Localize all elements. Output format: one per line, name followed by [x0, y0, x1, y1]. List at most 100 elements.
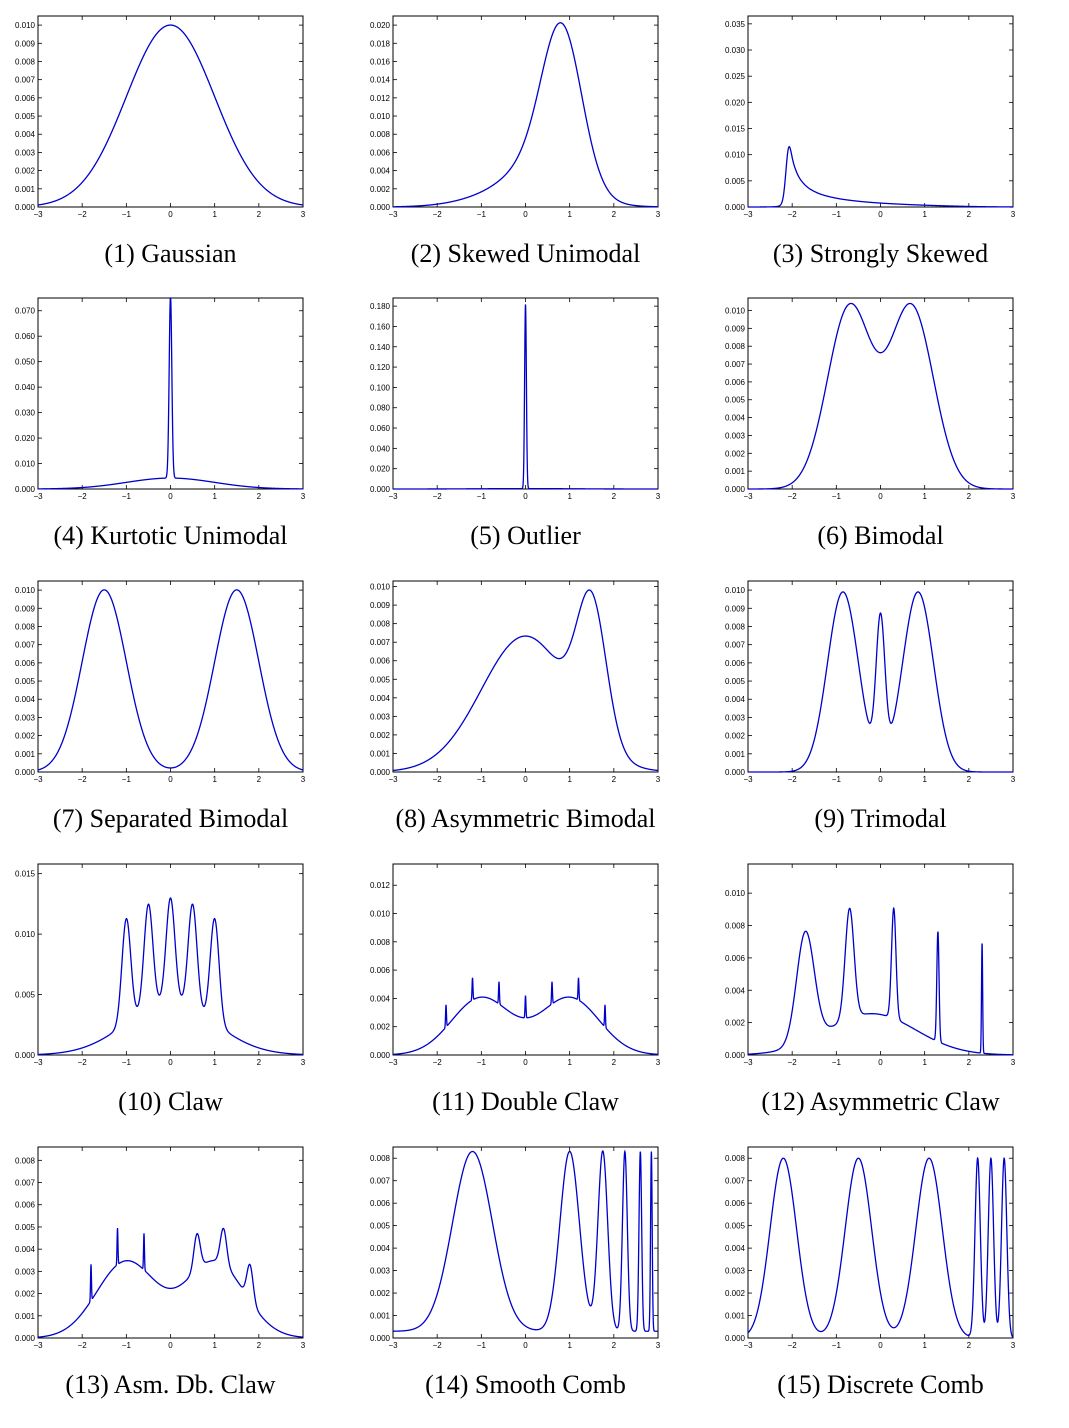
x-tick-label: 2 — [257, 1341, 262, 1350]
y-tick-label: 0.180 — [370, 302, 391, 311]
y-tick-label: 0.008 — [15, 57, 36, 66]
plot-svg: 0.000 0.001 0.002 0.003 0.004 0.005 0.006 0.007… — [725, 580, 1016, 784]
y-tick-label: 0.005 — [15, 991, 36, 1000]
y-tick-label: 0.006 — [15, 1201, 36, 1210]
x-tick-label: 2 — [967, 210, 972, 219]
y-tick-label: 0.014 — [370, 76, 391, 85]
plot-svg: 0.000 0.001 0.002 0.003 0.004 0.005 0.006 0.007… — [370, 1146, 661, 1350]
y-tick-label: 0.006 — [370, 1199, 391, 1208]
y-tick-label: 0.000 — [370, 485, 391, 494]
y-tick-label: 0.001 — [725, 467, 746, 476]
y-tick-label: 0.020 — [370, 465, 391, 474]
y-tick-label: 0.003 — [725, 1267, 746, 1276]
y-tick-label: 0.012 — [370, 94, 391, 103]
x-tick-label: 0 — [523, 210, 528, 219]
axes-box — [747, 297, 1014, 490]
x-tick-label: 0 — [168, 1341, 173, 1350]
y-tick-label: 0.006 — [15, 659, 36, 668]
y-tick-label: 0.005 — [370, 675, 391, 684]
plot-svg: 0.000 0.001 0.002 0.003 0.004 0.005 0.006 0.007… — [15, 15, 306, 219]
density-line — [748, 145, 1013, 208]
x-tick-label: 3 — [301, 775, 306, 784]
axes-box — [392, 580, 659, 773]
x-tick-label: 3 — [301, 1341, 306, 1350]
x-tick-label: −1 — [122, 210, 132, 219]
chart-panel-5: 0.000 0.020 0.040 0.060 0.080 0.100 0.120 0.140… — [355, 288, 670, 579]
panel-caption: (4) Kurtotic Unimodal — [53, 521, 288, 550]
axes-box — [747, 15, 1014, 208]
y-tick-label: 0.006 — [370, 657, 391, 666]
y-tick-label: 0.008 — [370, 130, 391, 139]
y-tick-label: 0.008 — [725, 1154, 746, 1163]
x-tick-label: 2 — [967, 775, 972, 784]
x-tick-label: −3 — [33, 210, 43, 219]
x-tick-label: −3 — [743, 492, 753, 501]
x-tick-label: 3 — [656, 1341, 661, 1350]
y-tick-label: 0.007 — [15, 76, 36, 85]
panel-caption: (10) Claw — [118, 1087, 223, 1116]
density-line — [392, 589, 659, 772]
x-tick-label: 0 — [168, 492, 173, 501]
axes-box — [37, 15, 304, 208]
density-line — [37, 24, 304, 206]
y-tick-label: 0.005 — [725, 177, 746, 186]
x-tick-label: 0 — [878, 1341, 883, 1350]
x-tick-label: 2 — [257, 1058, 262, 1067]
y-tick-label: 0.002 — [370, 1289, 391, 1298]
x-tick-label: 3 — [1011, 210, 1016, 219]
y-tick-label: 0.060 — [15, 332, 36, 341]
x-tick-label: −3 — [388, 492, 398, 501]
chart-panel-8: 0.000 0.001 0.002 0.003 0.004 0.005 0.006 0.007… — [355, 571, 670, 862]
y-tick-label: 0.001 — [15, 185, 36, 194]
panel-caption: (14) Smooth Comb — [425, 1370, 626, 1399]
y-tick-label: 0.006 — [370, 148, 391, 157]
density-line — [37, 1227, 304, 1338]
x-tick-label: −2 — [433, 1058, 443, 1067]
x-tick-label: 1 — [567, 775, 572, 784]
y-tick-label: 0.018 — [370, 39, 391, 48]
x-tick-label: −3 — [743, 210, 753, 219]
x-tick-label: 1 — [567, 492, 572, 501]
panel-caption: (13) Asm. Db. Claw — [65, 1370, 276, 1399]
x-tick-label: −3 — [388, 210, 398, 219]
y-tick-label: 0.001 — [725, 1312, 746, 1321]
y-tick-label: 0.002 — [370, 1023, 391, 1032]
y-tick-label: 0.003 — [725, 431, 746, 440]
x-tick-label: −1 — [832, 1058, 842, 1067]
panel-caption: (1) Gaussian — [104, 239, 237, 268]
x-tick-label: 3 — [1011, 775, 1016, 784]
y-tick-label: 0.003 — [370, 712, 391, 721]
chart-panel-13: 0.000 0.001 0.002 0.003 0.004 0.005 0.006 0.007… — [0, 1137, 315, 1428]
chart-panel-4: 0.000 0.010 0.020 0.030 0.040 0.050 0.060 0.070… — [0, 288, 315, 579]
y-tick-label: 0.002 — [725, 732, 746, 741]
y-tick-label: 0.004 — [370, 1244, 391, 1253]
y-tick-label: 0.140 — [370, 343, 391, 352]
y-tick-label: 0.003 — [15, 1267, 36, 1276]
y-tick-label: 0.008 — [725, 622, 746, 631]
y-tick-label: 0.000 — [370, 203, 391, 212]
y-tick-label: 0.004 — [725, 986, 746, 995]
x-tick-label: 1 — [922, 492, 927, 501]
density-line — [38, 297, 303, 490]
density-line — [747, 906, 1013, 1056]
y-tick-label: 0.004 — [370, 694, 391, 703]
density-line — [393, 304, 658, 490]
plot-svg: 0.000 0.020 0.040 0.060 0.080 0.100 0.120 0.140… — [370, 297, 661, 501]
x-tick-label: 0 — [168, 210, 173, 219]
panel-caption: (5) Outlier — [470, 521, 581, 550]
y-tick-label: 0.003 — [15, 148, 36, 157]
y-tick-label: 0.001 — [370, 749, 391, 758]
y-tick-label: 0.004 — [15, 1245, 36, 1254]
y-tick-label: 0.010 — [15, 21, 36, 30]
y-tick-label: 0.000 — [370, 1051, 391, 1060]
x-tick-label: −3 — [33, 492, 43, 501]
x-tick-label: −3 — [388, 775, 398, 784]
x-tick-label: 1 — [922, 1058, 927, 1067]
x-tick-label: 1 — [212, 1341, 217, 1350]
y-tick-label: 0.080 — [370, 404, 391, 413]
x-tick-label: 2 — [257, 775, 262, 784]
y-tick-label: 0.004 — [725, 695, 746, 704]
y-tick-label: 0.010 — [15, 930, 36, 939]
panel-caption: (12) Asymmetric Claw — [761, 1087, 1000, 1116]
chart-panel-11: 0.000 0.002 0.004 0.006 0.008 0.010 0.012 −3 −2 −… — [355, 854, 670, 1145]
